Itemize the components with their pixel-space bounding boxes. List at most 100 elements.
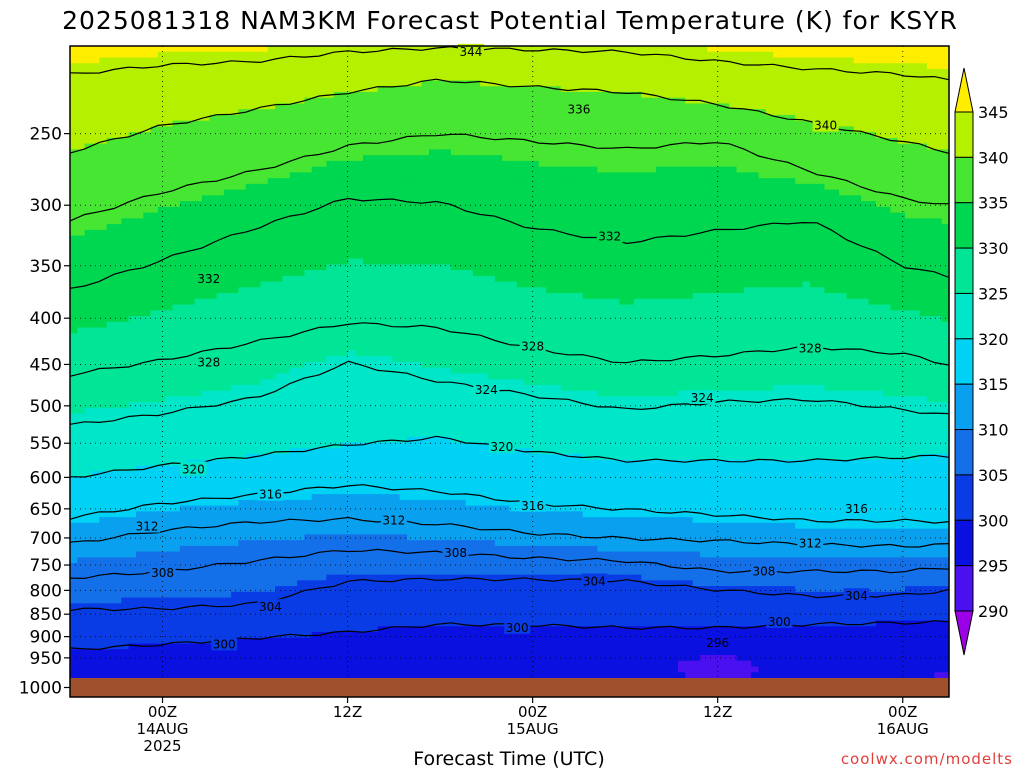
fill-cell — [231, 482, 240, 489]
fill-cell — [121, 126, 130, 133]
fill-cell — [172, 241, 181, 248]
fill-cell — [201, 229, 210, 237]
fill-cell — [187, 321, 196, 329]
fill-cell — [223, 396, 232, 403]
fill-cell — [91, 310, 100, 317]
fill-cell — [311, 362, 320, 369]
fill-cell — [245, 137, 254, 145]
fill-cell — [304, 247, 313, 254]
fill-cell — [282, 505, 291, 512]
fill-cell — [384, 499, 393, 507]
fill-cell — [172, 413, 181, 421]
fill-cell — [384, 310, 393, 317]
fill-cell — [275, 586, 284, 593]
fill-cell — [157, 74, 166, 82]
fill-cell — [238, 252, 247, 260]
fill-cell — [187, 660, 196, 668]
fill-cell — [84, 551, 93, 558]
fill-cell — [70, 505, 78, 512]
fill-cell — [135, 643, 144, 650]
fill-cell — [157, 114, 166, 122]
fill-cell — [333, 97, 342, 105]
fill-cell — [121, 528, 130, 535]
fill-cell — [348, 672, 357, 679]
fill-cell — [260, 390, 269, 398]
fill-cell — [231, 476, 240, 484]
fill-cell — [348, 344, 357, 352]
fill-cell — [282, 281, 291, 288]
fill-cell — [363, 103, 371, 110]
fill-cell — [121, 568, 130, 576]
fill-cell — [311, 660, 320, 668]
fill-cell — [150, 327, 159, 334]
fill-cell — [113, 488, 122, 495]
fill-cell — [377, 614, 386, 622]
fill-cell — [297, 614, 305, 622]
fill-cell — [326, 281, 335, 288]
fill-cell — [135, 568, 144, 576]
fill-cell — [179, 442, 188, 449]
fill-cell — [201, 419, 210, 426]
fill-cell — [377, 132, 386, 139]
fill-cell — [260, 275, 269, 283]
fill-cell — [341, 293, 349, 300]
fill-cell — [333, 298, 342, 306]
fill-cell — [113, 80, 122, 87]
fill-cell — [84, 166, 93, 173]
fill-cell — [216, 511, 225, 518]
fill-cell — [348, 126, 357, 133]
fill-cell — [289, 218, 298, 225]
fill-cell — [223, 511, 232, 518]
fill-cell — [304, 419, 313, 426]
fill-cell — [77, 281, 86, 288]
fill-cell — [209, 91, 218, 99]
fill-cell — [135, 430, 144, 438]
fill-cell — [113, 137, 122, 145]
fill-cell — [157, 476, 166, 484]
fill-cell — [363, 459, 371, 467]
fill-cell — [150, 626, 159, 633]
fill-cell — [363, 201, 371, 208]
fill-cell — [157, 270, 166, 277]
fill-cell — [99, 505, 108, 512]
fill-cell — [253, 275, 262, 283]
fill-cell — [304, 522, 313, 530]
fill-cell — [333, 126, 342, 133]
fill-cell — [165, 91, 174, 99]
fill-cell — [370, 373, 379, 380]
fill-cell — [143, 327, 152, 334]
fill-cell — [384, 655, 393, 662]
fill-cell — [231, 183, 240, 191]
fill-cell — [165, 614, 174, 622]
fill-cell — [245, 384, 254, 392]
fill-cell — [348, 413, 357, 421]
fill-cell — [231, 339, 240, 346]
fill-cell — [231, 212, 240, 219]
fill-cell — [341, 609, 349, 616]
fill-cell — [165, 660, 174, 668]
fill-cell — [121, 430, 130, 438]
fill-cell — [297, 597, 305, 604]
fill-cell — [238, 465, 247, 472]
fill-cell — [326, 614, 335, 622]
fill-cell — [348, 68, 357, 76]
fill-cell — [275, 476, 284, 484]
fill-cell — [260, 57, 269, 64]
fill-cell — [238, 327, 247, 334]
fill-cell — [113, 522, 122, 530]
fill-cell — [143, 46, 152, 53]
fill-cell — [128, 494, 137, 501]
fill-cell — [341, 224, 349, 231]
fill-cell — [399, 287, 408, 294]
fill-cell — [128, 80, 137, 87]
fill-cell — [392, 637, 401, 645]
fill-cell — [377, 189, 386, 196]
fill-cell — [355, 109, 364, 116]
fill-cell — [282, 166, 291, 173]
fill-cell — [143, 103, 152, 110]
fill-cell — [128, 597, 137, 604]
fill-cell — [128, 74, 137, 82]
fill-cell — [326, 448, 335, 455]
fill-cell — [267, 591, 276, 599]
fill-cell — [216, 114, 225, 122]
